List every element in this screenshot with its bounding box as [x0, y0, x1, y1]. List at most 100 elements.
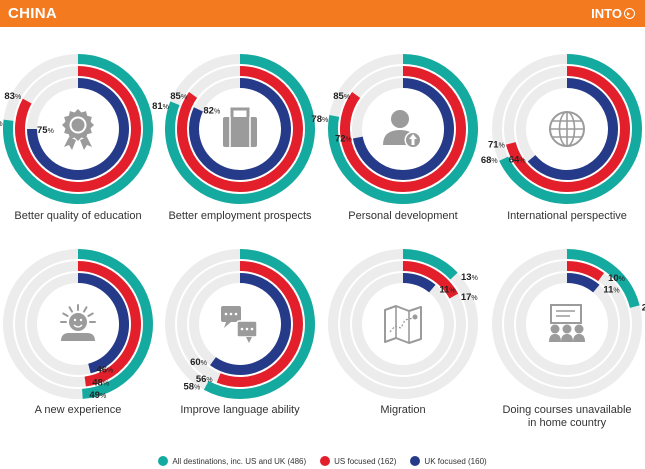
legend-label-us: US focused (162): [334, 456, 397, 466]
map-icon-part: [389, 317, 414, 333]
arc-all: [566, 249, 640, 308]
arc-uk: [210, 273, 291, 375]
pct-value-uk: 60: [190, 357, 201, 368]
pct-value-uk: 46: [96, 365, 107, 376]
classroom-icon-part: [550, 324, 560, 334]
globe-icon: [549, 111, 585, 147]
pct-sign-uk: %: [613, 288, 619, 295]
pct-label-all: 49%: [89, 390, 106, 401]
legend-dot-all: [158, 456, 169, 466]
pct-value-us: 85: [333, 91, 344, 102]
smiley-icon-part: [73, 324, 83, 328]
track-uk: [352, 273, 454, 375]
chart-caption: Migration: [380, 404, 426, 416]
award-icon-part: [80, 137, 92, 150]
pct-label-uk: 11%: [603, 285, 619, 296]
pct-sign-us: %: [344, 94, 350, 101]
person-up-icon-part: [409, 134, 417, 145]
pct-sign-all: %: [100, 393, 106, 400]
pct-label-all: 81%: [152, 101, 169, 112]
pct-value-us: 48: [92, 378, 103, 389]
pct-sign-all: %: [0, 121, 3, 128]
radial-chart: [165, 249, 315, 399]
pct-sign-uk: %: [519, 157, 525, 164]
radial-chart: [3, 249, 153, 399]
speech-bubbles-icon-part: [240, 327, 244, 331]
pct-value-uk: 11: [603, 285, 614, 296]
pct-value-all: 49: [89, 390, 100, 401]
legend: All destinations, inc. US and UK (486) U…: [0, 456, 645, 466]
arc-all: [328, 54, 478, 204]
speech-bubbles-icon-part: [229, 312, 233, 316]
page-title: CHINA: [8, 5, 57, 22]
radial-chart: [165, 54, 315, 204]
pct-sign-uk: %: [107, 368, 113, 375]
pct-label-uk: 46%: [96, 365, 113, 376]
pct-value-all: 58: [183, 381, 194, 392]
chart-caption: Improve language ability: [180, 404, 300, 416]
arc-all: [203, 249, 315, 399]
pct-value-us: 71: [488, 139, 499, 150]
award-icon: [62, 109, 94, 150]
arc-all: [165, 54, 315, 204]
briefcase-icon-part: [230, 107, 250, 117]
pct-sign-all: %: [163, 104, 169, 111]
arc-all: [3, 54, 153, 204]
briefcase-icon: [223, 107, 257, 147]
radial-chart: [3, 54, 153, 204]
pct-sign-us: %: [103, 381, 109, 388]
radial-chart: [492, 54, 642, 204]
pct-value-us: 17: [461, 292, 472, 303]
legend-dot-uk: [410, 456, 421, 466]
pct-value-us: 83: [4, 91, 15, 102]
smiley-icon: [60, 304, 96, 341]
arc-all: [77, 249, 153, 399]
pct-label-uk: 64%: [509, 154, 526, 165]
pct-value-uk: 64: [509, 154, 520, 165]
speech-bubbles-icon-part: [234, 312, 238, 316]
map-icon: [384, 305, 422, 344]
speech-bubbles-icon-part: [250, 327, 254, 331]
pct-sign-us: %: [499, 142, 505, 149]
pct-label-uk: 75%: [37, 125, 54, 136]
pct-value-uk: 82: [203, 105, 214, 116]
chart-caption: Better employment prospects: [168, 210, 312, 222]
arc-us: [402, 261, 459, 299]
pct-value-all: 21: [642, 303, 645, 314]
map-icon-part: [384, 305, 422, 344]
pct-label-uk: 72%: [335, 134, 352, 145]
person-up-icon: [383, 110, 422, 149]
arc-all: [402, 249, 458, 280]
pct-value-us: 85: [170, 91, 181, 102]
pct-sign-all: %: [491, 158, 497, 165]
pct-label-us: 83%: [4, 91, 21, 102]
speech-bubbles-icon-part: [224, 312, 228, 316]
pct-sign-uk: %: [346, 137, 352, 144]
pct-label-us: 10%: [608, 273, 625, 284]
speech-bubbles-icon: [221, 306, 258, 343]
pct-label-us: 85%: [333, 91, 350, 102]
arc-us: [77, 261, 141, 387]
speech-bubbles-icon-part: [246, 337, 252, 343]
classroom-icon-part: [561, 334, 573, 342]
classroom-icon-part: [549, 334, 561, 342]
classroom-icon-part: [573, 334, 585, 342]
pct-label-all: 21%: [642, 303, 645, 314]
into-logo: INTO: [591, 6, 635, 21]
chart-caption: A new experience: [34, 404, 122, 416]
chart-caption: International perspective: [507, 210, 627, 222]
classroom-icon-part: [574, 324, 584, 334]
smiley-icon-part: [62, 312, 69, 317]
legend-item-us: US focused (162): [320, 456, 396, 466]
award-icon-part: [71, 118, 85, 132]
map-icon-part: [412, 314, 418, 320]
radial-chart: [492, 249, 642, 399]
chart-caption: Personal development: [348, 210, 458, 222]
legend-label-all: All destinations, inc. US and UK (486): [172, 456, 307, 466]
pct-sign-all: %: [322, 117, 328, 124]
pct-value-all: 13: [461, 272, 472, 283]
pct-label-us: 17%: [461, 292, 478, 303]
classroom-icon: [549, 304, 585, 342]
header-bar: CHINA INTO: [0, 0, 645, 27]
